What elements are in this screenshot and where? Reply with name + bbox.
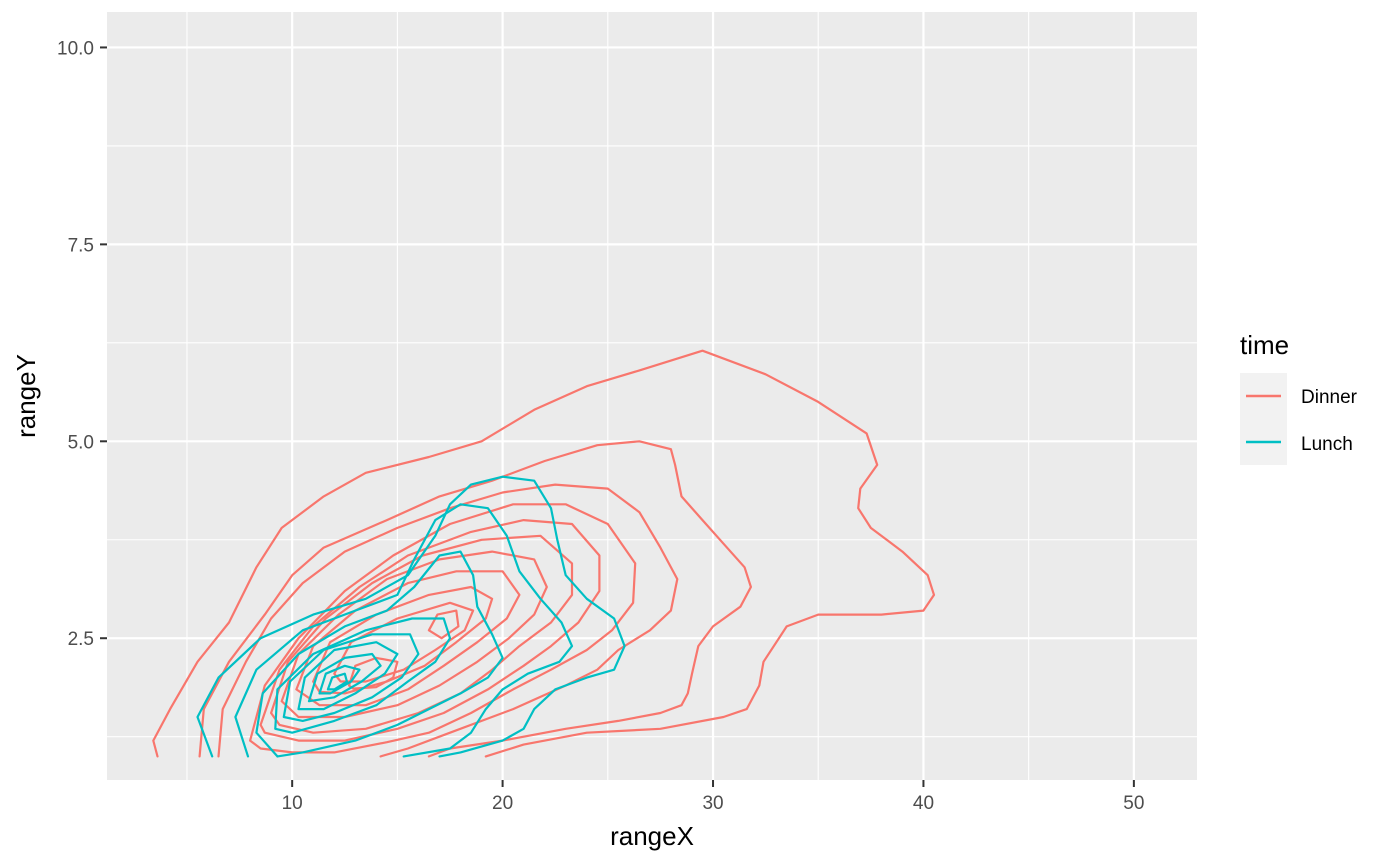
contour-lunch-0 [196,475,626,758]
contour-lunch-5 [297,641,399,711]
contour-lunch-8 [326,672,348,691]
plot-background [107,12,1197,780]
x-axis-title: rangeX [610,821,694,851]
contour-lunch-3 [274,617,452,734]
y-tick-label-3: 10.0 [57,38,94,59]
contour-dinner-4 [259,519,601,742]
contour-dinner-11 [347,656,399,690]
contour-lunch-1 [234,503,574,758]
y-tick-label-1: 5.0 [68,432,94,453]
contour-lunch-4 [282,633,420,722]
major-gridlines [107,12,1197,780]
y-axis-title: rangeY [11,354,41,438]
contour-lunch-7 [318,664,361,695]
x-tick-label-4: 50 [1123,793,1144,814]
contour-dinner-7 [295,570,521,707]
y-tick-label-0: 2.5 [68,629,94,650]
contour-dinner-10 [427,609,460,640]
legend-label-lunch: Lunch [1301,434,1353,455]
contour-dinner-6 [280,550,548,719]
contour-lunch-6 [307,652,382,703]
contour-dinner-5 [270,534,574,734]
x-axis-ticks: 10 20 30 40 50 [282,780,1144,814]
contour-dinner-0 [152,349,936,758]
x-tick-label-1: 20 [492,793,513,814]
contour-dinner-2 [217,483,679,758]
y-tick-label-2: 7.5 [68,235,94,256]
contour-lines [152,349,936,758]
x-tick-label-2: 30 [702,793,723,814]
minor-gridlines [107,12,1197,780]
legend-title: time [1240,330,1289,360]
contour-dinner-3 [249,503,637,754]
contour-lunch-2 [255,550,504,758]
contour-dinner-1 [198,440,752,758]
legend-label-dinner: Dinner [1301,387,1358,408]
x-tick-label-3: 40 [913,793,934,814]
y-axis-ticks: 2.5 5.0 7.5 10.0 [57,38,107,650]
legend: time Dinner Lunch [1240,330,1358,465]
x-tick-label-0: 10 [282,793,303,814]
